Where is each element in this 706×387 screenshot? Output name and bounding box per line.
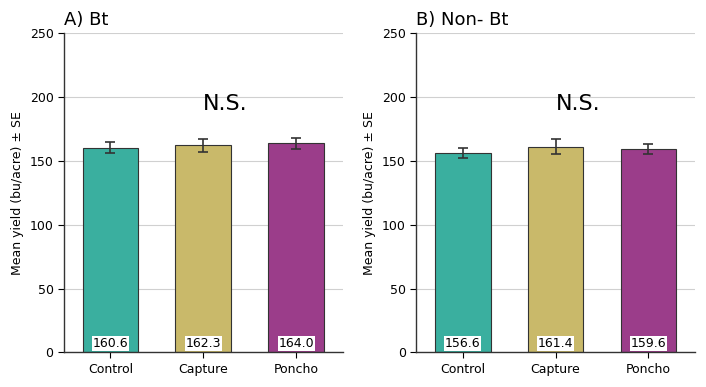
Y-axis label: Mean yield (bu/acre) ± SE: Mean yield (bu/acre) ± SE [11,111,24,275]
Bar [527,147,583,353]
Bar [175,146,231,353]
Bar [83,147,138,353]
Text: 162.3: 162.3 [186,337,221,350]
Text: N.S.: N.S. [556,94,600,114]
Text: 160.6: 160.6 [92,337,128,350]
Bar [268,143,324,353]
Text: N.S.: N.S. [203,94,248,114]
Text: 161.4: 161.4 [538,337,573,350]
Text: 164.0: 164.0 [278,337,314,350]
Text: 156.6: 156.6 [445,337,481,350]
Bar [621,149,676,353]
Text: B) Non- Bt: B) Non- Bt [417,11,508,29]
Text: 159.6: 159.6 [630,337,666,350]
Y-axis label: Mean yield (bu/acre) ± SE: Mean yield (bu/acre) ± SE [364,111,376,275]
Text: A) Bt: A) Bt [64,11,108,29]
Bar [435,152,491,353]
